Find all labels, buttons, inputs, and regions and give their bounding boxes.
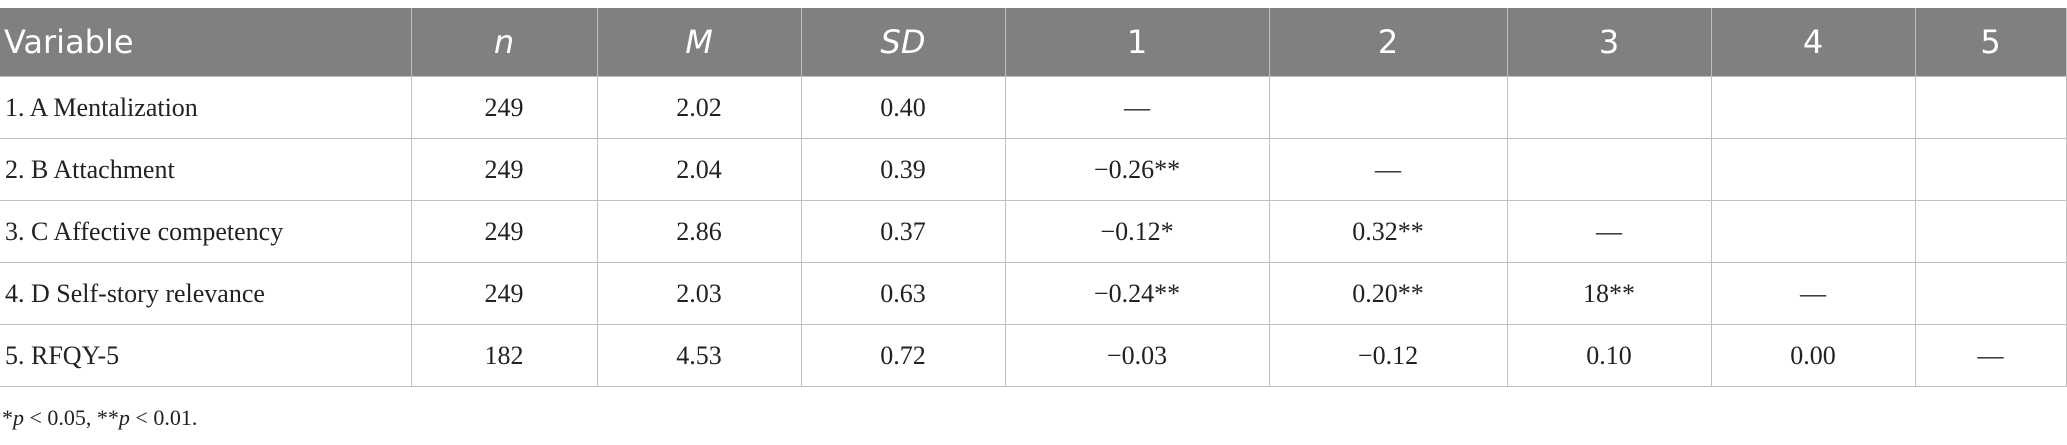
table-row: 2. B Attachment 249 2.04 0.39 −0.26** — (0, 138, 2067, 201)
cell-variable: 3. C Affective competency (0, 200, 412, 263)
cell-r5 (1914, 200, 2067, 263)
cell-r2 (1268, 76, 1508, 139)
header-n: n (410, 8, 598, 77)
cell-n: 249 (410, 262, 598, 325)
header-mean: M (596, 8, 802, 77)
cell-sd: 0.40 (800, 76, 1006, 139)
header-col-3: 3 (1506, 8, 1712, 77)
cell-mean: 2.02 (596, 76, 802, 139)
cell-r4 (1710, 200, 1916, 263)
cell-r2: 0.32** (1268, 200, 1508, 263)
cell-r1: −0.24** (1004, 262, 1270, 325)
cell-r4 (1710, 76, 1916, 139)
cell-variable: 1. A Mentalization (0, 76, 412, 139)
cell-mean: 2.86 (596, 200, 802, 263)
cell-r4: 0.00 (1710, 324, 1916, 387)
footnote-text-2: < 0.01. (129, 405, 198, 430)
cell-sd: 0.37 (800, 200, 1006, 263)
cell-n: 249 (410, 200, 598, 263)
footnote-star: * (2, 405, 13, 430)
cell-sd: 0.63 (800, 262, 1006, 325)
cell-r5 (1914, 76, 2067, 139)
cell-variable: 4. D Self-story relevance (0, 262, 412, 325)
cell-r5: — (1914, 324, 2067, 387)
cell-r4 (1710, 138, 1916, 201)
cell-r4: — (1710, 262, 1916, 325)
cell-r5 (1914, 262, 2067, 325)
cell-n: 249 (410, 76, 598, 139)
cell-sd: 0.39 (800, 138, 1006, 201)
header-col-4: 4 (1710, 8, 1916, 77)
footnote-p-symbol: p (118, 405, 130, 430)
table-row: 5. RFQY-5 182 4.53 0.72 −0.03 −0.12 0.10… (0, 324, 2067, 387)
footnote-p-symbol: p (13, 405, 24, 430)
table-row: 4. D Self-story relevance 249 2.03 0.63 … (0, 262, 2067, 325)
cell-r1: −0.12* (1004, 200, 1270, 263)
header-col-2: 2 (1268, 8, 1508, 77)
cell-r5 (1914, 138, 2067, 201)
cell-mean: 2.03 (596, 262, 802, 325)
cell-r3 (1506, 76, 1712, 139)
correlation-table: Variable n M SD 1 2 3 4 5 1. A Mentaliza… (0, 8, 2067, 387)
cell-r2: 0.20** (1268, 262, 1508, 325)
cell-r3: — (1506, 200, 1712, 263)
cell-mean: 2.04 (596, 138, 802, 201)
cell-variable: 5. RFQY-5 (0, 324, 412, 387)
cell-r1: −0.26** (1004, 138, 1270, 201)
header-col-1: 1 (1004, 8, 1270, 77)
table-footnote: *p < 0.05, **p < 0.01. (2, 405, 197, 431)
cell-r2: −0.12 (1268, 324, 1508, 387)
cell-r3: 18** (1506, 262, 1712, 325)
cell-n: 249 (410, 138, 598, 201)
cell-r3 (1506, 138, 1712, 201)
cell-r1: — (1004, 76, 1270, 139)
cell-variable: 2. B Attachment (0, 138, 412, 201)
cell-r2: — (1268, 138, 1508, 201)
cell-sd: 0.72 (800, 324, 1006, 387)
cell-r3: 0.10 (1506, 324, 1712, 387)
footnote-text-1: < 0.05, ** (24, 405, 119, 430)
header-col-5: 5 (1914, 8, 2067, 77)
cell-n: 182 (410, 324, 598, 387)
cell-mean: 4.53 (596, 324, 802, 387)
header-variable: Variable (0, 8, 412, 77)
table-row: 1. A Mentalization 249 2.02 0.40 — (0, 76, 2067, 139)
cell-r1: −0.03 (1004, 324, 1270, 387)
table-header-row: Variable n M SD 1 2 3 4 5 (0, 8, 2067, 77)
header-sd: SD (800, 8, 1006, 77)
correlation-table-container: Variable n M SD 1 2 3 4 5 1. A Mentaliza… (0, 8, 2067, 387)
table-row: 3. C Affective competency 249 2.86 0.37 … (0, 200, 2067, 263)
